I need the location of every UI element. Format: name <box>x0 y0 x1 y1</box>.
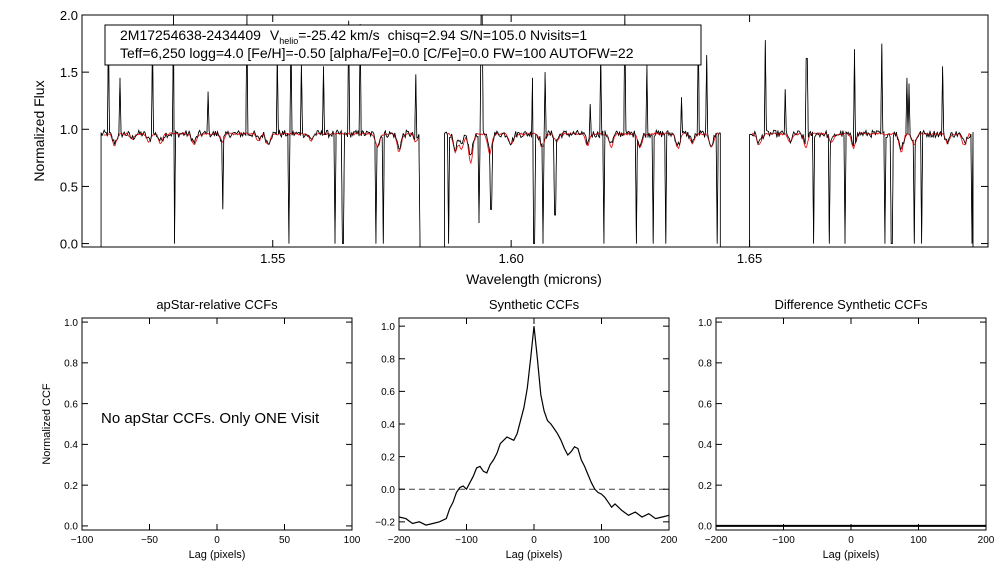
spectrum-xlabel: Wavelength (microns) <box>466 271 602 287</box>
observed-spectrum-overlay-chip-2 <box>444 14 721 247</box>
spectrum-xtick-label-0: 1.55 <box>260 251 285 266</box>
spectrum-ytick-label-2: 1.0 <box>60 122 78 137</box>
synthetic-ccf-ytick-label-6: 1.0 <box>381 322 395 333</box>
annotation-vhelio-value: =-25.42 km/s <box>298 27 379 43</box>
synthetic-ccf-xtick-label-0: −200 <box>388 535 411 546</box>
synthetic-ccf-xtick-label-1: −100 <box>455 535 478 546</box>
difference-ccf-ytick-label-2: 0.4 <box>698 440 712 451</box>
synthetic-ccf-xtick-label-3: 100 <box>593 535 610 546</box>
apstar-ccf-xtick-label-3: 50 <box>279 535 291 546</box>
apstar-ccf-xtick-label-1: −50 <box>141 535 158 546</box>
synthetic-ccf-ytick-label-5: 0.8 <box>381 355 395 366</box>
spectrum-ticks: 1.55 1.60 1.65 0.0 0.5 1.0 1.5 2.0 <box>60 8 988 266</box>
apstar-ccf-ytick-label-4: 0.8 <box>64 359 78 370</box>
difference-ccf-ytick-label-4: 0.8 <box>698 359 712 370</box>
model-spectrum-chip-2 <box>446 131 719 165</box>
spectrum-ytick-label-4: 2.0 <box>60 8 78 23</box>
apstar-ccf-xtick-label-2: 0 <box>214 535 220 546</box>
observed-spectrum-overlay-chip-1 <box>100 14 421 247</box>
apstar-ccf-ytick-label-3: 0.6 <box>64 399 78 410</box>
difference-ccf-ytick-label-5: 1.0 <box>698 318 712 329</box>
apstar-ccf-xlabel: Lag (pixels) <box>189 549 246 561</box>
synthetic-ccf-panel: −200 −100 0 100 200 −0.2 0.0 0.2 0.4 0.6 0.8 1.0 Sy… <box>375 297 678 561</box>
apstar-ccf-ytick-label-5: 1.0 <box>64 318 78 329</box>
observed-spectrum-overlay-chip-3 <box>749 40 974 247</box>
apstar-ccf-title: apStar-relative CCFs <box>156 297 278 312</box>
synthetic-ccf-ytick-label-1: 0.0 <box>381 485 395 496</box>
apstar-ccf-ticks: −100 −50 0 50 100 0.0 0.2 0.4 0.6 0.8 1.0 <box>64 318 361 546</box>
synthetic-ccf-line <box>398 326 670 526</box>
spectrum-ytick-label-0: 0.0 <box>60 237 78 252</box>
annotation-box <box>104 24 702 66</box>
apstar-ccf-xtick-label-0: −100 <box>71 535 94 546</box>
difference-ccf-xtick-label-0: −200 <box>705 535 728 546</box>
annotation-line1: 2M17254638-2434409 Vhelio=-25.42 km/s chis… <box>120 27 587 46</box>
difference-ccf-title: Difference Synthetic CCFs <box>775 297 928 312</box>
spectrum-data-layer <box>100 14 974 247</box>
difference-ccf-ytick-label-3: 0.6 <box>698 399 712 410</box>
difference-ccf-ticks: −200 −100 0 100 200 0.0 0.2 0.4 0.6 0.8 1.0 <box>698 318 995 546</box>
annotation-line2: Teff=6,250 logg=4.0 [Fe/H]=-0.50 [alpha/… <box>120 45 634 61</box>
synthetic-ccf-xtick-label-4: 200 <box>661 535 678 546</box>
synthetic-ccf-title: Synthetic CCFs <box>489 297 580 312</box>
spectrum-ytick-label-1: 0.5 <box>60 179 78 194</box>
annotation-vhelio-prefix: V <box>270 27 280 43</box>
difference-ccf-axes-frame <box>715 317 987 531</box>
observed-spectrum-chip-3 <box>749 40 974 247</box>
spectrum-xtick-label-2: 1.65 <box>737 251 762 266</box>
synthetic-ccf-ytick-label-4: 0.6 <box>381 387 395 398</box>
spectrum-axes-frame <box>81 14 989 248</box>
spectrum-panel: 1.55 1.60 1.65 0.0 0.5 1.0 1.5 2.0 2M17254638-2… <box>31 8 989 287</box>
spectrum-ytick-label-3: 1.5 <box>60 65 78 80</box>
synthetic-ccf-ticks: −200 −100 0 100 200 −0.2 0.0 0.2 0.4 0.6 0.8 1.0 <box>375 318 678 546</box>
synthetic-ccf-ytick-label-2: 0.2 <box>381 452 395 463</box>
difference-ccf-xtick-label-3: 100 <box>910 535 927 546</box>
difference-ccf-xlabel: Lag (pixels) <box>823 549 880 561</box>
apstar-ccf-ytick-label-2: 0.4 <box>64 440 78 451</box>
difference-ccf-xtick-label-2: 0 <box>848 535 854 546</box>
apstar-ccf-panel: −100 −50 0 50 100 0.0 0.2 0.4 0.6 0.8 1.0 apStar-r… <box>41 297 361 561</box>
apstar-ccf-ytick-label-0: 0.0 <box>64 522 78 533</box>
annotation-star: 2M17254638-2434409 <box>120 27 261 43</box>
difference-ccf-xtick-label-4: 200 <box>978 535 995 546</box>
difference-ccf-panel: −200 −100 0 100 200 0.0 0.2 0.4 0.6 0.8 1.0 Differ… <box>698 297 995 561</box>
apstar-ccf-ytick-label-1: 0.2 <box>64 481 78 492</box>
spectrum-ylabel: Normalized Flux <box>31 80 47 181</box>
synthetic-ccf-data-layer <box>398 326 670 526</box>
synthetic-ccf-xtick-label-2: 0 <box>531 535 537 546</box>
difference-ccf-ytick-label-1: 0.2 <box>698 481 712 492</box>
synthetic-ccf-axes-frame <box>398 317 670 531</box>
annotation-fit-stats: chisq=2.94 S/N=105.0 Nvisits=1 <box>388 27 588 43</box>
apstar-ccf-message: No apStar CCFs. Only ONE Visit <box>101 410 320 427</box>
difference-ccf-xtick-label-1: −100 <box>772 535 795 546</box>
apstar-ccf-xtick-label-4: 100 <box>344 535 361 546</box>
synthetic-ccf-ytick-label-0: −0.2 <box>375 518 395 529</box>
apstar-ccf-ylabel: Normalized CCF <box>41 383 53 465</box>
difference-ccf-ytick-label-0: 0.0 <box>698 522 712 533</box>
spectrum-xtick-label-1: 1.60 <box>499 251 524 266</box>
synthetic-ccf-ytick-label-3: 0.4 <box>381 420 395 431</box>
annotation-vhelio-subscript: helio <box>279 36 298 46</box>
synthetic-ccf-xlabel: Lag (pixels) <box>506 549 563 561</box>
